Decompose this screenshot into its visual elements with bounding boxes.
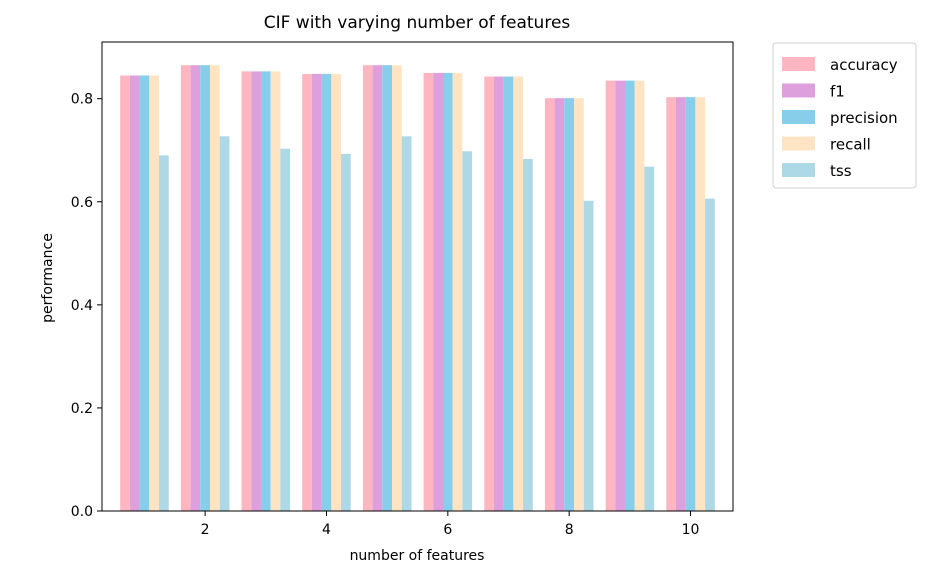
bar-accuracy — [362, 65, 373, 511]
bar-accuracy — [302, 73, 312, 511]
bar-recall — [513, 76, 524, 511]
bar-tss — [341, 153, 351, 511]
x-tick-label: 2 — [201, 522, 210, 538]
bar-precision — [321, 73, 332, 511]
bar-recall — [574, 98, 584, 512]
bar-f1 — [251, 71, 261, 511]
bar-precision — [503, 76, 514, 511]
bar-precision — [200, 65, 210, 511]
legend-swatch-tss — [782, 163, 815, 177]
bar-accuracy — [544, 98, 555, 512]
bar-tss — [583, 200, 594, 512]
bar-recall — [210, 65, 220, 511]
bar-precision — [382, 65, 393, 511]
y-axis-ticks: 0.0 0.2 0.4 0.6 0.8 — [71, 92, 102, 520]
y-tick-label: 0.8 — [71, 92, 93, 108]
x-axis-ticks: 2 4 6 8 10 — [201, 511, 700, 538]
bar-recall — [270, 71, 281, 511]
bar-f1 — [615, 80, 625, 512]
bar-f1 — [433, 72, 443, 512]
legend-label-accuracy: accuracy — [830, 56, 898, 74]
bar-f1 — [129, 75, 140, 511]
legend-swatch-recall — [782, 136, 815, 151]
y-tick-label: 0.4 — [71, 298, 93, 314]
bar-precision — [260, 71, 271, 511]
bar-precision — [564, 98, 575, 512]
legend-swatch-accuracy — [782, 57, 815, 71]
bar-tss — [523, 158, 533, 512]
legend-swatch-f1 — [782, 83, 815, 98]
legend-swatch-precision — [782, 110, 815, 124]
legend-label-tss: tss — [830, 162, 852, 180]
bar-recall — [392, 65, 402, 511]
bar-recall — [149, 75, 160, 511]
bar-f1 — [493, 76, 504, 511]
bar-accuracy — [605, 80, 616, 512]
bar-accuracy — [120, 75, 130, 511]
bar-precision — [685, 97, 696, 512]
y-tick-label: 0.2 — [71, 401, 93, 417]
bar-tss — [159, 155, 169, 511]
bar-f1 — [554, 98, 565, 512]
bar-precision — [139, 75, 150, 511]
bar-tss — [219, 136, 230, 511]
plot-frame — [101, 41, 734, 512]
bar-tss — [401, 136, 412, 511]
y-tick-label: 0.6 — [71, 195, 93, 211]
legend-label-recall: recall — [830, 136, 871, 154]
bars-group — [120, 65, 715, 512]
bar-recall — [331, 73, 342, 511]
bar-tss — [644, 166, 655, 511]
bar-f1 — [372, 65, 383, 511]
bar-recall — [695, 97, 706, 512]
bar-recall — [634, 80, 645, 512]
legend-label-f1: f1 — [830, 83, 845, 101]
bar-accuracy — [484, 76, 494, 511]
bar-tss — [462, 151, 473, 511]
bar-f1 — [311, 73, 322, 511]
bar-accuracy — [241, 71, 252, 511]
y-tick-label: 0.0 — [71, 504, 93, 520]
bar-f1 — [675, 97, 686, 512]
legend-frame — [772, 42, 917, 189]
legend-label-precision: precision — [830, 109, 898, 127]
chart-title: CIF with varying number of features — [264, 13, 571, 33]
x-tick-label: 6 — [443, 522, 452, 538]
bar-precision — [625, 80, 635, 512]
legend: accuracy f1 precision recall tss — [772, 42, 917, 189]
y-axis-label: performance — [40, 233, 56, 323]
bar-accuracy — [666, 97, 676, 512]
x-tick-label: 8 — [565, 522, 574, 538]
bar-accuracy — [423, 72, 434, 512]
bar-tss — [705, 198, 715, 511]
bar-precision — [442, 72, 453, 512]
bar-recall — [452, 72, 463, 512]
bar-f1 — [190, 65, 201, 511]
x-tick-label: 4 — [322, 522, 331, 538]
x-tick-label: 10 — [682, 522, 700, 538]
bar-accuracy — [180, 65, 191, 511]
bar-tss — [280, 148, 291, 511]
x-axis-label: number of features — [350, 548, 485, 564]
